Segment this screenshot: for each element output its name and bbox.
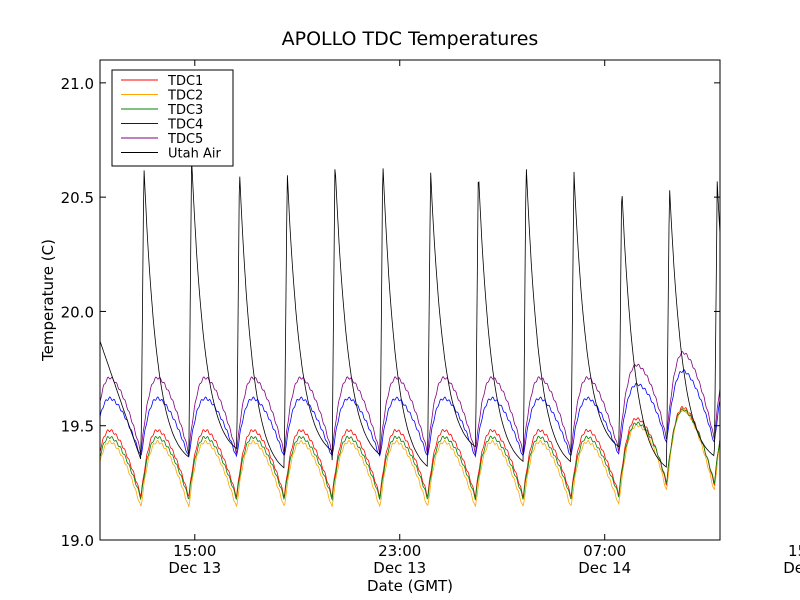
series-line-tdc1 [99,406,721,499]
y-axis: 19.0 19.5 20.0 20.5 21.0 [61,75,720,550]
x-tick-label-date: Dec 13 [373,559,426,577]
series-line-tdc4 [99,369,721,458]
legend-label: TDC1 [167,74,203,89]
x-tick-label-time: 15:00 [173,542,216,560]
chart-title: APOLLO TDC Temperatures [282,28,539,50]
legend-box [111,69,234,167]
legend-label: Utah Air [168,147,221,162]
y-tick-label: 20.5 [61,189,94,207]
x-axis-label: Date (GMT) [367,577,453,595]
series-line-tdc5 [99,350,721,455]
series-group [99,160,721,508]
series-line-tdc2 [99,408,721,508]
x-tick-label-time: 07:00 [583,542,626,560]
x-tick-label-date: Dec 14 [578,559,631,577]
legend-label: TDC4 [167,118,203,133]
legend-label: TDC3 [167,103,203,118]
series-line-tdc3 [99,408,721,502]
y-tick-label: 19.0 [61,532,94,550]
x-tick-label-time: 23:00 [378,542,421,560]
series-line-utah-air [99,160,721,469]
legend-label: TDC5 [167,132,203,147]
x-tick-label-date: Dec 14 [783,559,800,577]
y-tick-label: 21.0 [61,75,94,93]
legend-label: TDC2 [167,89,203,104]
y-axis-label: Temperature (C) [39,239,57,362]
x-tick-label-date: Dec 13 [168,559,221,577]
plot-area-frame [99,59,721,541]
y-tick-label: 19.5 [61,418,94,436]
x-tick-label-time: 15:00 [788,542,800,560]
y-tick-label: 20.0 [61,303,94,321]
